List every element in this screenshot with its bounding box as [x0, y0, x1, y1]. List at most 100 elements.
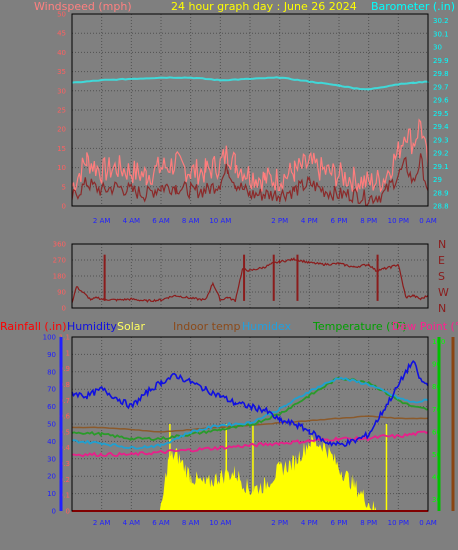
humidity-axis-ticks: 0 10 20 30 40 50 60 70 80 90 100 [43, 334, 56, 516]
wind-x-tick-label: 4 PM [301, 217, 318, 225]
direction-tick-label: 360 [53, 241, 66, 249]
wind-direction-line [71, 257, 429, 303]
humidity-tick-label: 40 [47, 438, 56, 446]
rainfall-tick-label: 0.8 [59, 381, 70, 389]
barometer-tick-label: 29.5 [433, 110, 449, 118]
legend-dew-point: Dew Point (°F) [392, 320, 458, 333]
climate-x-tick-label: 8 AM [182, 519, 200, 527]
temperature-series [71, 376, 429, 442]
dew-point-series [71, 430, 429, 458]
temperature-tick-label: 30 [432, 496, 441, 504]
compass-label: N [438, 302, 446, 315]
temperature-tick-label: 50 [432, 451, 441, 459]
humidity-tick-label: 20 [47, 473, 56, 481]
rainfall-tick-label: 0.3 [59, 460, 70, 468]
direction-frame [71, 243, 429, 309]
wind-x-tick-label: 10 PM [388, 217, 409, 225]
rainfall-tick-label: 0.5 [59, 428, 70, 436]
humidity-tick-label: 90 [47, 351, 56, 359]
climate-frame [71, 336, 429, 512]
rainfall-tick-label: 0.6 [59, 413, 71, 421]
humidity-tick-label: 30 [47, 455, 56, 463]
temperature-tick-label: 40 [432, 474, 441, 482]
barometer-tick-label: 29.2 [433, 150, 449, 158]
windspeed-tick-label: 30 [57, 87, 66, 95]
rainfall-tick-label: 0.2 [59, 476, 70, 484]
climate-x-ticks: 2 AM 4 AM 6 AM 8 AM 10 AM 2 PM 4 PM 6 PM 8 PM 10 … [93, 519, 437, 527]
wind-speed-series [71, 153, 429, 206]
barometer-tick-label: 28.8 [433, 203, 449, 211]
direction-tick-label: 90 [57, 289, 66, 297]
rainfall-tick-label: 0.7 [59, 397, 70, 405]
direction-tick-label: 270 [53, 257, 66, 265]
barometer-tick-label: 30.1 [433, 30, 449, 38]
barometer-tick-label: 29.9 [433, 57, 449, 65]
humidex-line [71, 376, 429, 450]
windspeed-tick-label: 20 [57, 126, 66, 134]
solar-area [72, 434, 428, 511]
rainfall-axis-ticks: 0 0.1 0.2 0.3 0.4 0.5 0.6 0.7 0.8 0.9 1 1.1 [59, 334, 71, 516]
barometer-tick-label: 29.3 [433, 136, 449, 144]
climate-x-tick-label: 2 PM [271, 519, 288, 527]
humidity-tick-label: 70 [47, 386, 56, 394]
direction-tick-label: 180 [53, 273, 66, 281]
humidity-tick-label: 50 [47, 421, 56, 429]
barometer-axis-ticks: 28.8 28.9 29 29.1 29.2 29.3 29.4 29.5 29.6 29.7 29… [433, 17, 449, 210]
wind-x-tick-label: 0 AM [419, 217, 437, 225]
barometer-line [71, 76, 429, 91]
legend-solar: Solar [117, 320, 146, 333]
legend-humidex: Humidex [242, 320, 292, 333]
humidex-series [71, 376, 429, 450]
climate-x-tick-label: 4 AM [123, 519, 141, 527]
humidity-tick-label: 0 [52, 508, 56, 516]
humidity-line [71, 360, 429, 448]
wind-x-tick-label: 10 AM [209, 217, 231, 225]
wind-gust-line [71, 118, 429, 193]
climate-x-tick-label: 10 AM [209, 519, 231, 527]
humidity-tick-label: 60 [47, 403, 56, 411]
wind-x-tick-label: 6 PM [331, 217, 348, 225]
wind-x-tick-label: 2 AM [93, 217, 111, 225]
rainfall-tick-label: 0.9 [59, 365, 70, 373]
climate-x-tick-label: 6 PM [331, 519, 348, 527]
windspeed-tick-label: 50 [57, 11, 66, 19]
humidity-tick-label: 10 [47, 490, 56, 498]
temperature-line [71, 376, 429, 442]
chart-title: 24 hour graph day : June 26 2024 [171, 0, 357, 13]
temperature-tick-label: 80 [432, 383, 441, 391]
windspeed-tick-label: 5 [62, 183, 66, 191]
barometer-series [71, 76, 429, 91]
climate-panel: 00.10.20.30.40.50.60.70.80.911.1 0102030… [0, 320, 458, 527]
temperature-tick-label: 90 [432, 361, 441, 369]
wind-x-tick-label: 8 PM [360, 217, 377, 225]
windspeed-tick-label: 10 [57, 164, 66, 172]
barometer-axis-label: Barometer (.in) [371, 0, 455, 13]
windspeed-tick-label: 35 [57, 68, 66, 76]
barometer-tick-label: 29 [433, 176, 442, 184]
windspeed-tick-label: 40 [57, 49, 66, 57]
climate-x-tick-label: 2 AM [93, 519, 111, 527]
humidity-tick-label: 100 [43, 334, 56, 342]
compass-label: E [438, 254, 445, 267]
barometer-tick-label: 28.9 [433, 189, 449, 197]
climate-x-tick-label: 8 PM [360, 519, 377, 527]
climate-legend: Rainfall (.in) Humidity Solar Indoor tem… [0, 320, 458, 333]
direction-tick-label: 0 [62, 305, 66, 313]
wind-speed-line [71, 153, 429, 206]
humidity-series [71, 360, 429, 448]
barometer-tick-label: 29.7 [433, 83, 449, 91]
barometer-tick-label: 29.1 [433, 163, 449, 171]
legend-humidity: Humidity [67, 320, 117, 333]
windspeed-tick-label: 0 [62, 203, 66, 211]
windspeed-tick-label: 25 [57, 107, 66, 115]
wind-x-tick-label: 2 PM [271, 217, 288, 225]
direction-axis-ticks: 0 90 180 270 360 [53, 241, 66, 313]
barometer-tick-label: 30 [433, 44, 442, 52]
rainfall-tick-label: 1 [66, 349, 70, 357]
barometer-tick-label: 29.6 [433, 97, 449, 105]
wind-x-tick-label: 4 AM [123, 217, 141, 225]
compass-label: W [438, 286, 449, 299]
